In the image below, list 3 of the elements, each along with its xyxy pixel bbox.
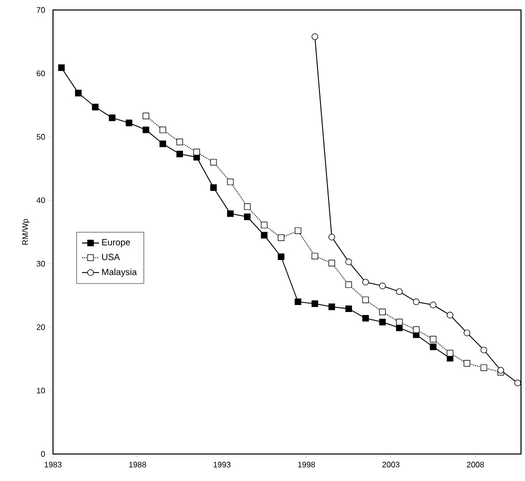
legend-label: USA xyxy=(102,254,120,260)
legend-label: Malaysia xyxy=(102,268,137,277)
legend-label: Europe xyxy=(102,239,130,248)
